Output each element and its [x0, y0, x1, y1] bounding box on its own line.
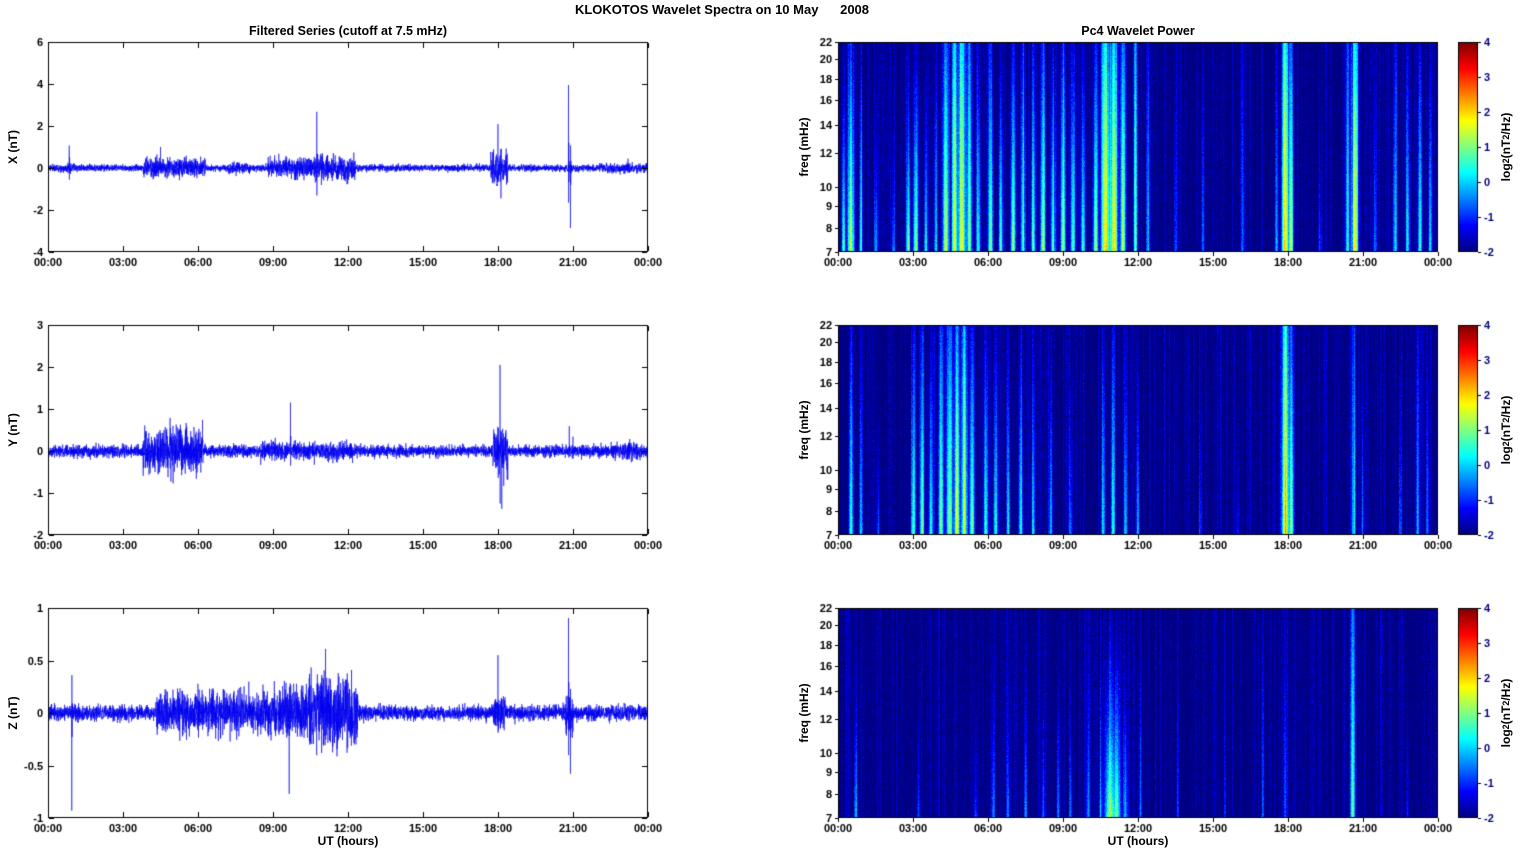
cb-label-sup: 2	[1501, 134, 1511, 140]
cb-label-mid: (nT	[1499, 422, 1513, 442]
cb-label-sup: 2	[1501, 417, 1511, 423]
x-wavelet-spectrogram	[780, 26, 1526, 276]
colorbar-label-row1: log 2 (nT 2/Hz)	[1499, 42, 1513, 252]
ut-hours-label-right: UT (hours)	[1107, 834, 1169, 848]
cb-label-mid: (nT	[1499, 705, 1513, 725]
z-axis-label-nT: Z (nT)	[6, 696, 20, 730]
cb-label-pre: log	[1499, 729, 1513, 748]
colorbar-label-row2: log 2 (nT 2/Hz)	[1499, 325, 1513, 535]
figure-title: KLOKOTOS Wavelet Spectra on 10 May 2008	[574, 2, 870, 17]
ut-hours-label-left: UT (hours)	[317, 834, 379, 848]
y-filtered-series-plot	[0, 309, 700, 559]
cb-label-post: /Hz)	[1499, 112, 1513, 135]
z-wavelet-spectrogram	[780, 592, 1526, 842]
y-axis-label-nT: Y (nT)	[6, 413, 20, 447]
z-filtered-series-plot	[0, 592, 700, 842]
cb-label-sub: 2	[1501, 158, 1511, 164]
cb-label-pre: log	[1499, 446, 1513, 465]
cb-label-mid: (nT	[1499, 139, 1513, 159]
x-filtered-series-plot	[0, 26, 700, 276]
cb-label-sub: 2	[1501, 724, 1511, 730]
freq-axis-label-row1: freq (mHz)	[797, 117, 811, 177]
freq-axis-label-row2: freq (mHz)	[797, 400, 811, 460]
x-axis-label-nT: X (nT)	[6, 130, 20, 164]
cb-label-sup: 2	[1501, 700, 1511, 706]
cb-label-pre: log	[1499, 163, 1513, 182]
freq-axis-label-row3: freq (mHz)	[797, 683, 811, 743]
colorbar-label-row3: log 2 (nT 2/Hz)	[1499, 608, 1513, 818]
cb-label-post: /Hz)	[1499, 395, 1513, 418]
y-wavelet-spectrogram	[780, 309, 1526, 559]
cb-label-post: /Hz)	[1499, 678, 1513, 701]
cb-label-sub: 2	[1501, 441, 1511, 447]
